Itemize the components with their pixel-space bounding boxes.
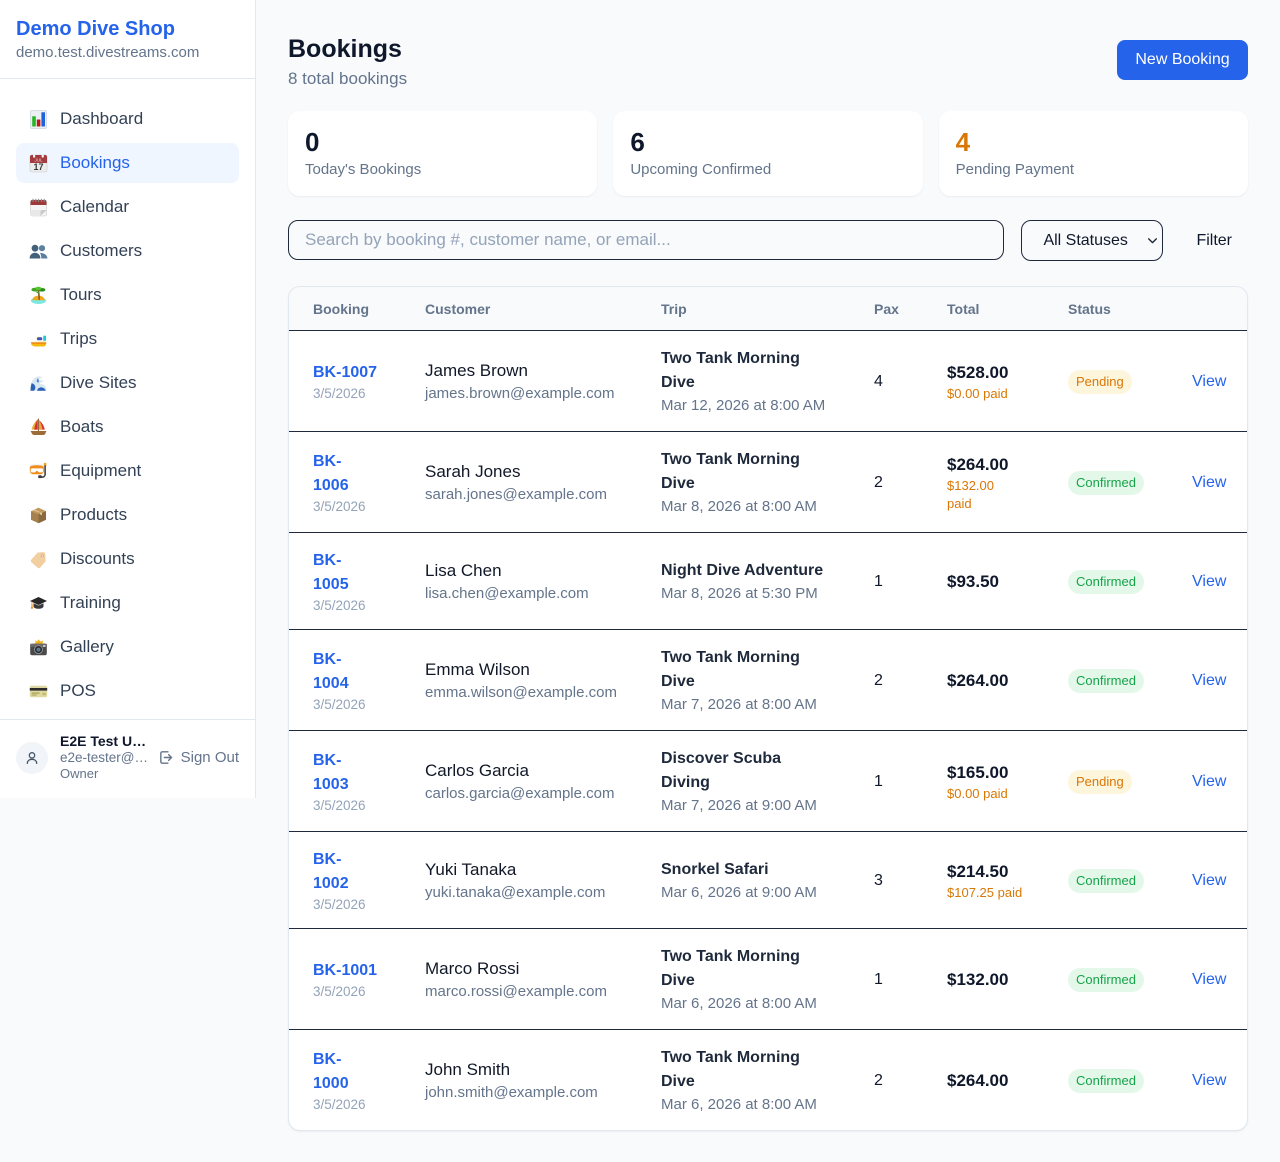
- svg-text:JUL: JUL: [34, 157, 42, 162]
- svg-text:17: 17: [33, 162, 43, 172]
